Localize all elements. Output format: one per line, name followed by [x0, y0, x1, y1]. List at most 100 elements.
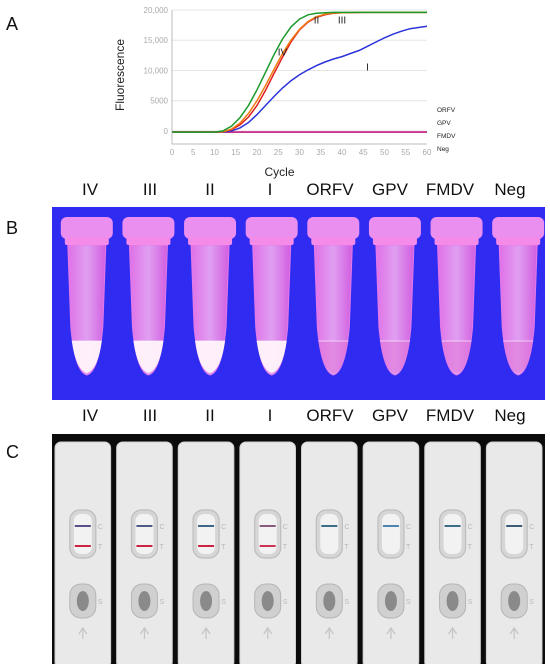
strip-neg: C T S [485, 441, 543, 664]
sample-label: FMDV [425, 406, 475, 425]
curve-label-iv: IV [278, 47, 288, 58]
x-tick-label: 15 [231, 148, 240, 157]
tube-fmdv [430, 217, 483, 376]
series-line-iv [172, 11, 427, 133]
control-mark: C [283, 524, 288, 531]
y-tick-label: 5000 [150, 97, 168, 106]
x-tick-label: 10 [210, 148, 219, 157]
sample-label: Neg [494, 406, 526, 425]
sample-label: GPV [372, 406, 408, 425]
control-mark: C [406, 524, 411, 531]
series-line-iii [172, 11, 427, 133]
arrow-icon [448, 626, 458, 639]
sample-label: GPV [372, 180, 408, 199]
tube-iv [60, 217, 113, 376]
curve-label-i: I [366, 62, 369, 73]
strip-i: C T S [239, 441, 296, 664]
arrow-icon [509, 626, 519, 639]
panel-label-b: B [6, 218, 19, 238]
test-mark: T [98, 544, 103, 551]
curve-label-ii: II [314, 15, 320, 26]
amplification-chart: 0 5000 10,000 15,000 20,000 0 5 10 15 20 25 30 35 40 4… [113, 6, 456, 179]
tube-neg [492, 217, 545, 376]
test-mark: T [406, 544, 411, 551]
tubes-drawing [60, 217, 545, 376]
strip-iv: C T S [54, 441, 112, 664]
strip-fmdv: C T S [424, 441, 481, 664]
arrow-icon [139, 626, 149, 639]
test-mark: T [221, 544, 226, 551]
x-tick-label: 55 [401, 148, 410, 157]
sample-label: ORFV [306, 406, 354, 425]
x-axis-label: Cycle [264, 165, 294, 179]
y-tick-label: 0 [164, 127, 169, 136]
amplification-chart-panel: 0 5000 10,000 15,000 20,000 0 5 10 15 20 25 30 35 40 4… [0, 0, 550, 180]
sample-mark: S [468, 599, 473, 606]
fluorescence-tubes-image [52, 207, 545, 400]
x-tick-label: 45 [359, 148, 368, 157]
sample-mark: S [159, 599, 164, 606]
lateral-flow-strips-image: C T S C T S C T S C T S C T S C T S C T S C T S [52, 434, 545, 664]
arrow-icon [78, 626, 88, 639]
sample-label: I [267, 180, 273, 199]
x-tick-label: 30 [295, 148, 304, 157]
x-tick-label: 25 [274, 148, 283, 157]
strip-ii: C T S [177, 441, 235, 664]
x-tick-label: 20 [253, 148, 262, 157]
sample-mark: S [283, 599, 288, 606]
arrow-icon [201, 626, 211, 639]
x-tick-label: 0 [170, 148, 175, 157]
sample-label: IV [81, 180, 99, 199]
tube-gpv [368, 217, 421, 376]
test-mark: T [159, 544, 164, 551]
strip-label-row: IV III II I ORFV GPV FMDV Neg [60, 406, 540, 426]
sample-label: ORFV [306, 180, 354, 199]
y-tick-label: 10,000 [144, 66, 169, 75]
legend-entry: ORFV [437, 107, 456, 114]
strip-gpv: C T S [362, 441, 420, 664]
legend-entry: Neg [437, 146, 449, 153]
test-mark: T [468, 544, 473, 551]
sample-label: IV [81, 406, 99, 425]
sample-label: II [205, 406, 215, 425]
sample-label: Neg [494, 180, 526, 199]
test-mark: T [344, 544, 349, 551]
tube-i [245, 217, 298, 376]
sample-mark: S [406, 599, 411, 606]
y-axis-label: Fluorescence [113, 39, 127, 111]
tube-label-row: IV III II I ORFV GPV FMDV Neg [60, 180, 540, 200]
series-line-i [172, 25, 428, 133]
x-tick-label: 40 [338, 148, 347, 157]
x-tick-label: 50 [380, 148, 389, 157]
strip-iii: C T S [116, 441, 173, 664]
panel-label-c: C [6, 442, 19, 462]
control-mark: C [529, 524, 534, 531]
control-mark: C [98, 524, 103, 531]
legend-entry: FMDV [437, 133, 456, 140]
test-mark: T [283, 544, 288, 551]
strip-orfv: C T S [301, 441, 358, 664]
tube-ii [184, 217, 237, 376]
sample-label: II [205, 180, 215, 199]
control-mark: C [344, 524, 349, 531]
test-mark: T [529, 544, 534, 551]
x-tick-label: 5 [191, 148, 196, 157]
curve-label-iii: III [338, 15, 346, 26]
sample-mark: S [98, 599, 103, 606]
control-mark: C [468, 524, 473, 531]
x-tick-label: 35 [316, 148, 325, 157]
x-tick-label: 60 [423, 148, 432, 157]
y-tick-label: 15,000 [144, 36, 169, 45]
control-mark: C [221, 524, 226, 531]
sample-label: FMDV [425, 180, 475, 199]
legend-entry: GPV [437, 120, 451, 127]
tube-iii [122, 217, 175, 376]
sample-label: III [142, 180, 158, 199]
sample-mark: S [529, 599, 534, 606]
arrow-icon [263, 626, 273, 639]
tube-orfv [307, 217, 360, 376]
panel-label-a: A [6, 14, 19, 34]
sample-label: III [142, 406, 158, 425]
control-mark: C [159, 524, 164, 531]
strips-drawing: C T S C T S C T S C T S C T S C T S C T S C T S [54, 441, 543, 664]
